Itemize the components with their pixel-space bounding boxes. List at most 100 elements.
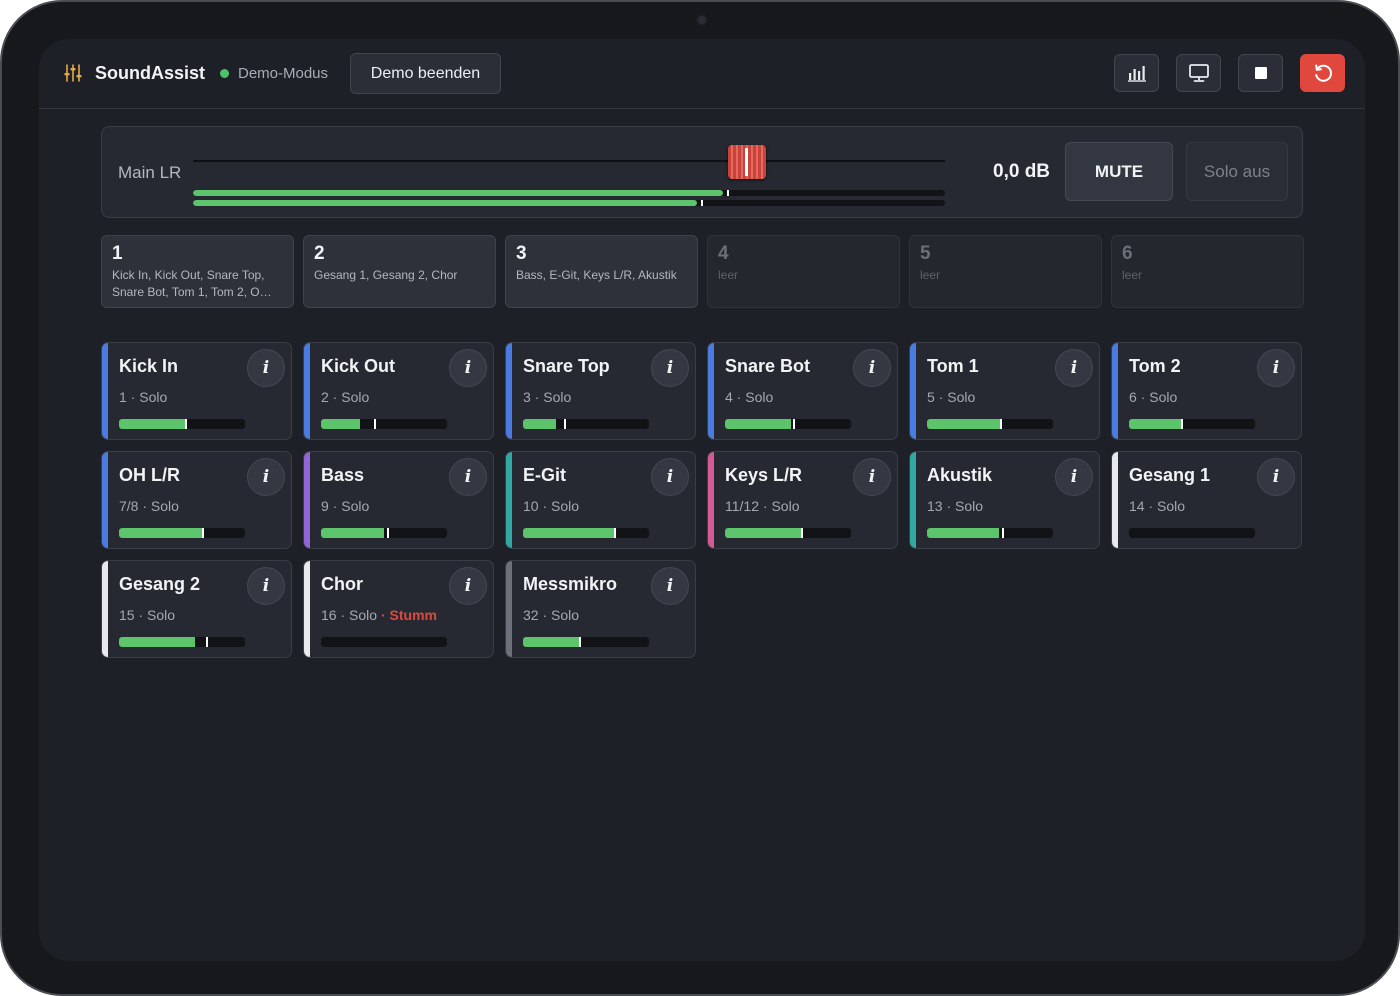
channel-mode: Solo xyxy=(771,498,800,514)
display-button[interactable] xyxy=(1176,54,1221,92)
group-number: 5 xyxy=(920,243,931,264)
channel-mode: Solo xyxy=(150,498,179,514)
separator: · xyxy=(934,389,948,405)
channel-card[interactable]: OH L/R 7/8 · Solo i xyxy=(101,451,292,549)
channel-subtitle: 6 · Solo xyxy=(1129,389,1177,405)
channel-mode: Solo xyxy=(349,607,378,623)
info-icon[interactable]: i xyxy=(651,458,689,496)
group-4[interactable]: 4 leer xyxy=(707,235,900,308)
channel-level-meter xyxy=(725,528,851,538)
channel-color-stripe xyxy=(304,561,310,657)
channel-name: Tom 2 xyxy=(1129,356,1181,376)
separator: · xyxy=(328,389,342,405)
channel-card[interactable]: Messmikro 32 · Solo i xyxy=(505,560,696,658)
main-meter-left xyxy=(193,190,945,196)
channel-name: Messmikro xyxy=(523,574,618,594)
meter-peak xyxy=(1001,528,1004,538)
main-level-readout: 0,0 dB xyxy=(993,161,1051,182)
channel-subtitle: 3 · Solo xyxy=(523,389,571,405)
channel-level-meter xyxy=(725,419,851,429)
channel-number: 32 xyxy=(523,607,539,623)
main-fader-track[interactable] xyxy=(193,160,945,162)
group-3[interactable]: 3 Bass, E-Git, Keys L/R, Akustik xyxy=(505,235,698,308)
channel-subtitle: 9 · Solo xyxy=(321,498,369,514)
reset-button[interactable] xyxy=(1300,54,1345,92)
bar-chart-icon xyxy=(1127,66,1146,82)
meter-fill xyxy=(725,419,791,429)
meter-peak xyxy=(206,637,209,647)
channel-mode: Solo xyxy=(955,498,984,514)
info-icon[interactable]: i xyxy=(853,349,891,387)
channel-card[interactable]: Snare Bot 4 · Solo i xyxy=(707,342,898,440)
channel-card[interactable]: Akustik 13 · Solo i xyxy=(909,451,1100,549)
channel-name: Akustik xyxy=(927,465,993,485)
channel-number: 13 xyxy=(927,498,943,514)
info-icon[interactable]: i xyxy=(1055,349,1093,387)
channel-subtitle: 10 · Solo xyxy=(523,498,579,514)
info-icon[interactable]: i xyxy=(247,349,285,387)
demo-status-dot xyxy=(220,69,229,78)
channel-card[interactable]: Tom 2 6 · Solo i xyxy=(1111,342,1302,440)
channel-subtitle: 16 · Solo · Stumm xyxy=(321,607,437,623)
channel-level-meter xyxy=(119,637,245,647)
meters-button[interactable] xyxy=(1114,54,1159,92)
group-5[interactable]: 5 leer xyxy=(909,235,1102,308)
channel-level-meter xyxy=(927,419,1053,429)
info-icon[interactable]: i xyxy=(1257,458,1295,496)
group-1[interactable]: 1 Kick In, Kick Out, Snare Top, Snare Bot… xyxy=(101,235,294,308)
channel-card[interactable]: Snare Top 3 · Solo i xyxy=(505,342,696,440)
channel-card[interactable]: E-Git 10 · Solo i xyxy=(505,451,696,549)
group-2[interactable]: 2 Gesang 1, Gesang 2, Chor xyxy=(303,235,496,308)
separator: · xyxy=(530,389,544,405)
main-fader-handle[interactable] xyxy=(728,145,767,179)
info-icon[interactable]: i xyxy=(853,458,891,496)
group-number: 1 xyxy=(112,243,123,264)
channel-number: 7/8 xyxy=(119,498,139,514)
meter-peak xyxy=(1180,419,1183,429)
channel-color-stripe xyxy=(102,452,108,548)
channel-mode: Solo xyxy=(947,389,976,405)
channel-number: 3 xyxy=(523,389,531,405)
channel-color-stripe xyxy=(1112,452,1118,548)
channel-name: Snare Top xyxy=(523,356,610,376)
channel-level-meter xyxy=(321,637,447,647)
main-meter-left-fill xyxy=(193,190,724,196)
separator: · xyxy=(1144,498,1158,514)
channel-name: OH L/R xyxy=(119,465,180,485)
separator: · xyxy=(538,607,552,623)
demo-end-button[interactable]: Demo beenden xyxy=(350,53,501,94)
info-icon[interactable]: i xyxy=(449,567,487,605)
info-icon[interactable]: i xyxy=(1257,349,1295,387)
info-icon[interactable]: i xyxy=(449,458,487,496)
channel-card[interactable]: Chor 16 · Solo · Stumm i xyxy=(303,560,494,658)
channel-card[interactable]: Kick Out 2 · Solo i xyxy=(303,342,494,440)
channel-card[interactable]: Gesang 1 14 · Solo i xyxy=(1111,451,1302,549)
front-camera xyxy=(696,14,708,26)
info-icon[interactable]: i xyxy=(247,567,285,605)
channel-color-stripe xyxy=(506,452,512,548)
channel-card[interactable]: Keys L/R 11/12 · Solo i xyxy=(707,451,898,549)
info-icon[interactable]: i xyxy=(651,567,689,605)
channel-card[interactable]: Kick In 1 · Solo i xyxy=(101,342,292,440)
app-screen: SoundAssist Demo-Modus Demo beenden xyxy=(39,39,1365,961)
meter-peak xyxy=(386,528,389,538)
solo-off-button[interactable]: Solo aus xyxy=(1186,142,1288,201)
info-icon[interactable]: i xyxy=(449,349,487,387)
channel-name: Gesang 2 xyxy=(119,574,201,594)
info-icon[interactable]: i xyxy=(247,458,285,496)
meter-fill xyxy=(927,419,1002,429)
channel-card[interactable]: Gesang 2 15 · Solo i xyxy=(101,560,292,658)
meter-peak xyxy=(563,419,566,429)
stop-button[interactable] xyxy=(1238,54,1283,92)
channel-card[interactable]: Tom 1 5 · Solo i xyxy=(909,342,1100,440)
meter-fill xyxy=(1129,419,1182,429)
info-icon[interactable]: i xyxy=(1055,458,1093,496)
mute-button[interactable]: MUTE xyxy=(1065,142,1173,201)
channel-level-meter xyxy=(321,419,447,429)
main-meter-right xyxy=(193,200,945,206)
channel-card[interactable]: Bass 9 · Solo i xyxy=(303,451,494,549)
group-6[interactable]: 6 leer xyxy=(1111,235,1304,308)
channel-color-stripe xyxy=(304,343,310,439)
info-icon[interactable]: i xyxy=(651,349,689,387)
group-members: leer xyxy=(920,268,941,282)
